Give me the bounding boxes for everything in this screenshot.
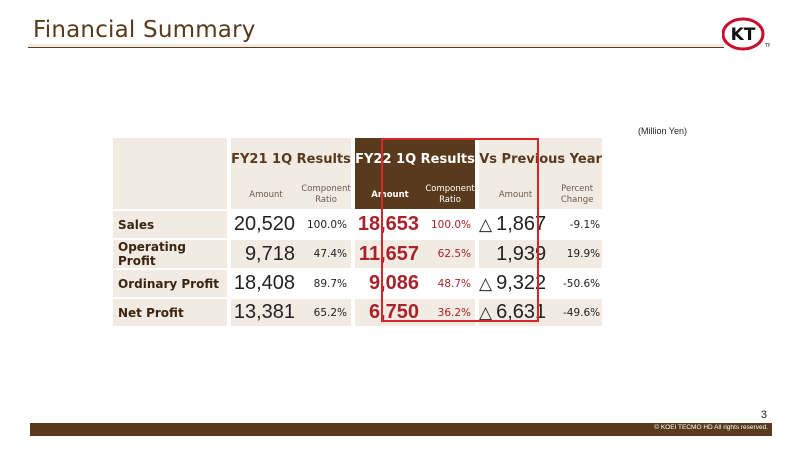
decrease-triangle-icon: △ (479, 274, 493, 293)
fy21-amount: 20,520 (231, 209, 301, 238)
fy21-ratio: 47.4% (301, 238, 351, 268)
fy22-amount: 18,653 (355, 209, 425, 238)
subheader-fy22-ratio: Component Ratio (425, 181, 475, 209)
copyright-text: © KOEI TECMO HD All rights reserved. (654, 424, 768, 431)
percent-change: -49.6% (552, 297, 603, 326)
fy22-amount: 9,086 (355, 268, 425, 297)
subheader-fy22-amount: Amount (355, 181, 425, 209)
percent-change: -9.1% (552, 209, 603, 238)
header-vs-previous-year: Vs Previous Year (479, 138, 603, 181)
fy22-ratio: 36.2% (425, 297, 475, 326)
subheader-vs-amount: Amount (479, 181, 553, 209)
row-label: Sales (113, 209, 227, 238)
table-row: Ordinary Profit 18,408 89.7% 9,086 48.7%… (113, 268, 603, 297)
fy22-ratio: 48.7% (425, 268, 475, 297)
page-title: Financial Summary (33, 17, 256, 43)
header-fy21: FY21 1Q Results (231, 138, 351, 181)
fy21-amount: 9,718 (231, 238, 301, 268)
vs-amount: △ 9,322 (479, 268, 553, 297)
percent-change: -50.6% (552, 268, 603, 297)
row-label: Net Profit (113, 297, 227, 326)
fy21-ratio: 100.0% (301, 209, 351, 238)
table-row: Net Profit 13,381 65.2% 6,750 36.2% △ 6,6… (113, 297, 603, 326)
vs-amount: △ 6,631 (479, 297, 553, 326)
footer-bar: © KOEI TECMO HD All rights reserved. (30, 423, 772, 436)
vs-amount: △ 1,867 (479, 209, 553, 238)
row-label: Ordinary Profit (113, 268, 227, 297)
corner-cell (113, 138, 227, 209)
fy21-amount: 18,408 (231, 268, 301, 297)
logo-trademark: TM (764, 43, 770, 49)
decrease-triangle-icon: △ (479, 303, 493, 322)
unit-label: (Million Yen) (637, 126, 687, 136)
fy22-amount: 11,657 (355, 238, 425, 268)
fy21-ratio: 65.2% (301, 297, 351, 326)
title-underline-shadow (28, 44, 724, 47)
fy22-amount: 6,750 (355, 297, 425, 326)
vs-amount: 1,939 (479, 238, 553, 268)
subheader-fy21-amount: Amount (231, 181, 301, 209)
fy21-ratio: 89.7% (301, 268, 351, 297)
koei-tecmo-logo: KT TM (722, 17, 770, 51)
title-underline (28, 47, 724, 48)
percent-change: 19.9% (552, 238, 603, 268)
page-number: 3 (760, 409, 767, 421)
subheader-fy21-ratio: Component Ratio (301, 181, 351, 209)
table-row: Operating Profit 9,718 47.4% 11,657 62.5… (113, 238, 603, 268)
header-fy22: FY22 1Q Results (355, 138, 475, 181)
logo-letters: KT (731, 25, 756, 45)
financial-summary-table: FY21 1Q Results FY22 1Q Results Vs Previ… (113, 138, 603, 326)
decrease-triangle-icon: △ (479, 215, 493, 234)
row-label: Operating Profit (113, 238, 227, 268)
subheader-percent-change: Percent Change (552, 181, 603, 209)
fy22-ratio: 62.5% (425, 238, 475, 268)
fy21-amount: 13,381 (231, 297, 301, 326)
table-row: Sales 20,520 100.0% 18,653 100.0% △ 1,867… (113, 209, 603, 238)
fy22-ratio: 100.0% (425, 209, 475, 238)
